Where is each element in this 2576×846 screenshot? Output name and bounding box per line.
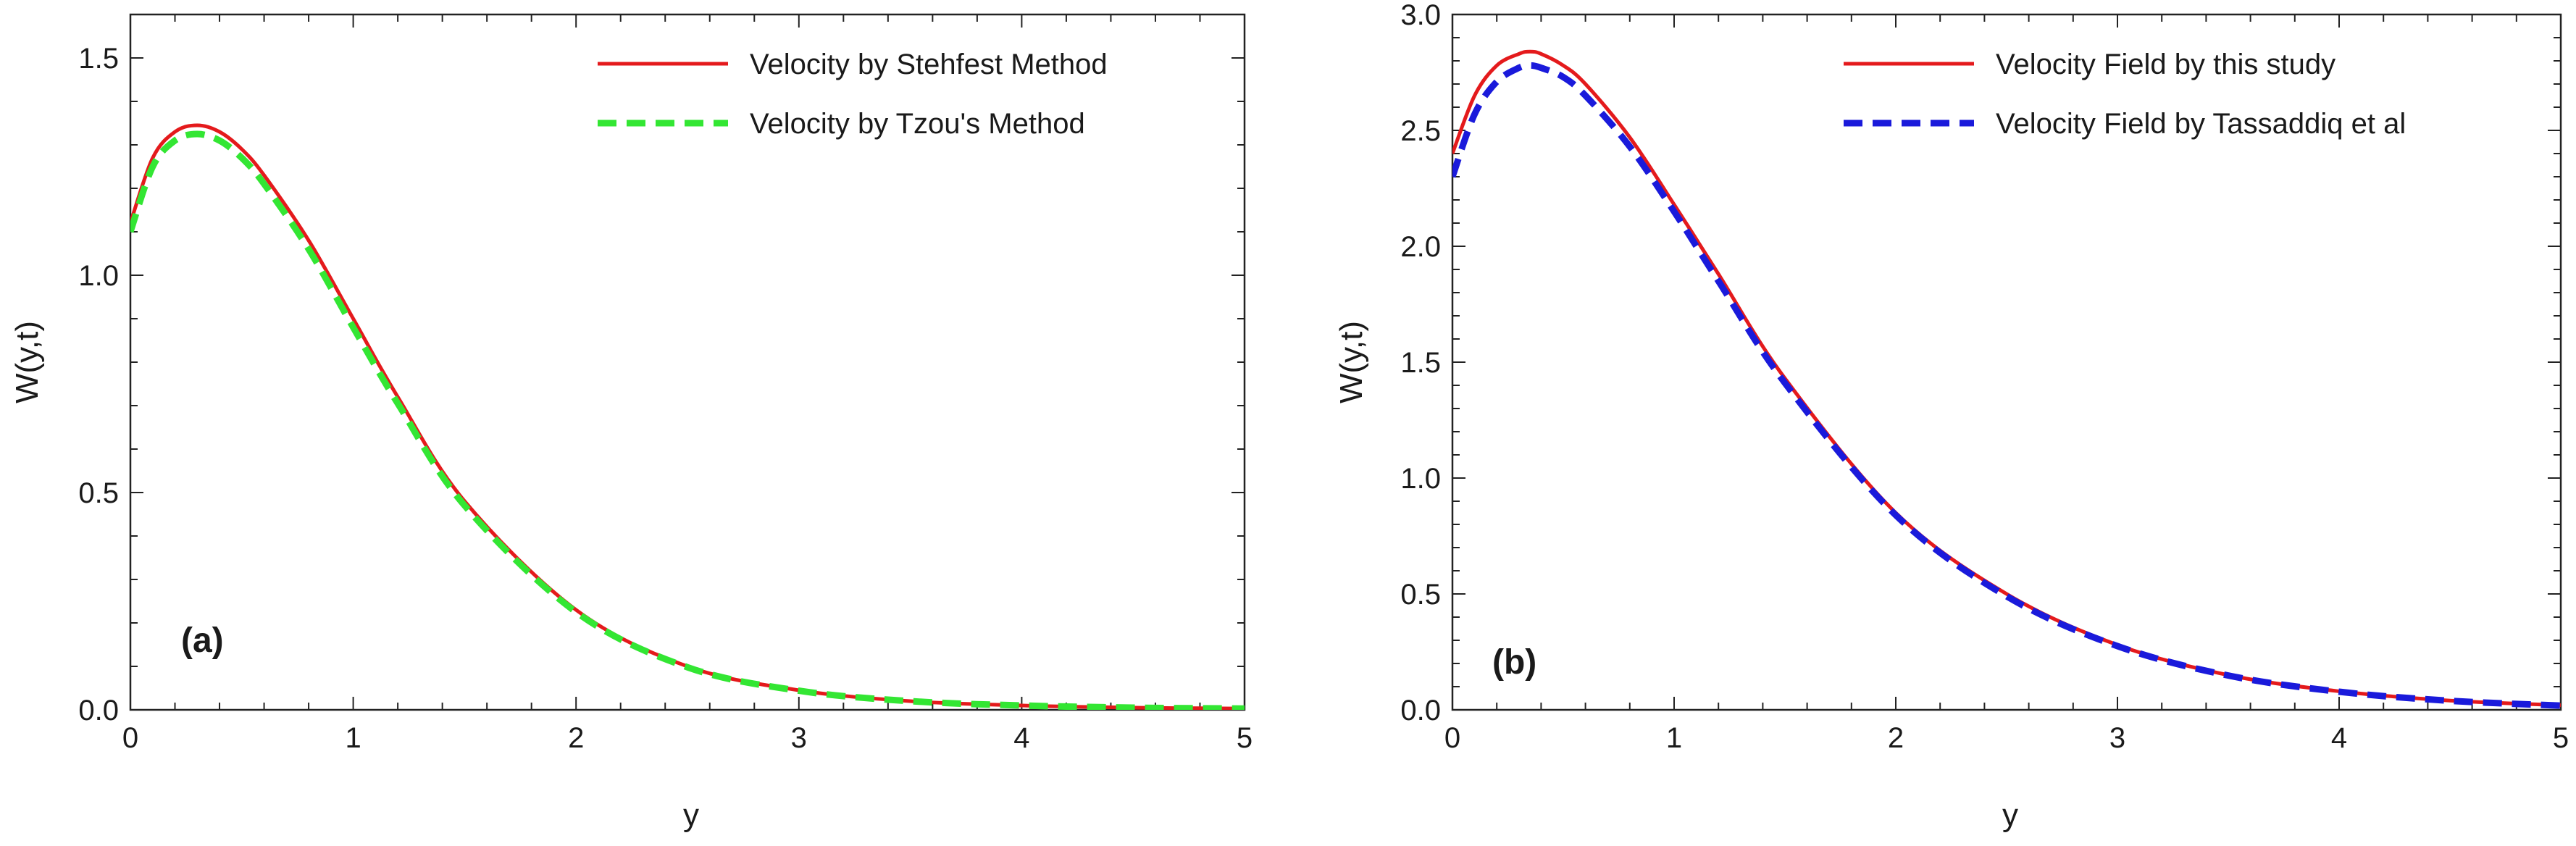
x-tick-label: 4 — [1013, 722, 1029, 754]
legend-label-1: Velocity Field by this study — [1996, 49, 2335, 80]
chart-panel-b: 0 1 2 3 4 5 0.0 0.5 1.0 1.5 2.0 2.5 3.0 y W(y,t) Veloci… — [1334, 0, 2569, 833]
y-tick-label: 0.5 — [1400, 579, 1441, 611]
y-axis-label: W(y,t) — [9, 321, 45, 403]
x-tick-label: 3 — [791, 722, 807, 754]
y-tick-label: 2.0 — [1400, 231, 1441, 263]
y-tick-label: 0.5 — [78, 477, 119, 509]
y-tick-label: 1.0 — [1400, 463, 1441, 495]
series-line-1 — [130, 123, 1245, 710]
legend-label-1: Velocity by Stehfest Method — [750, 49, 1108, 80]
x-tick-label: 0 — [122, 722, 138, 754]
x-axis-label: y — [2002, 797, 2018, 833]
x-tick-label: 4 — [2331, 722, 2347, 754]
chart-panel-a: 0 1 2 3 4 5 0.0 0.5 1.0 1.5 y W(y,t) Velocity by Ste… — [9, 13, 1253, 833]
x-tick-label: 1 — [1666, 722, 1682, 754]
y-tick-label: 0.0 — [78, 695, 119, 726]
x-tick-label: 0 — [1444, 722, 1460, 754]
y-tick-label: 1.0 — [78, 260, 119, 292]
y-tick-label: 2.5 — [1400, 115, 1441, 147]
panel-label: (b) — [1492, 643, 1536, 682]
y-axis-label: W(y,t) — [1334, 321, 1369, 403]
panel-label: (a) — [181, 621, 224, 660]
y-tick-label: 1.5 — [78, 43, 119, 75]
x-tick-label: 1 — [345, 722, 361, 754]
legend-label-2: Velocity Field by Tassaddiq et al — [1996, 108, 2406, 140]
y-tick-label: 0.0 — [1400, 695, 1441, 726]
y-tick-label: 3.0 — [1400, 0, 1441, 31]
series-line-2 — [1452, 62, 2561, 709]
y-tick-label: 1.5 — [1400, 347, 1441, 379]
x-tick-label: 2 — [568, 722, 584, 754]
x-tick-label: 2 — [1888, 722, 1904, 754]
x-axis-label: y — [683, 797, 699, 833]
x-tick-label: 5 — [1237, 722, 1253, 754]
x-tick-label: 3 — [2109, 722, 2125, 754]
legend-label-2: Velocity by Tzou's Method — [750, 108, 1085, 140]
x-tick-label: 5 — [2553, 722, 2569, 754]
series-line-1 — [1452, 49, 2561, 708]
